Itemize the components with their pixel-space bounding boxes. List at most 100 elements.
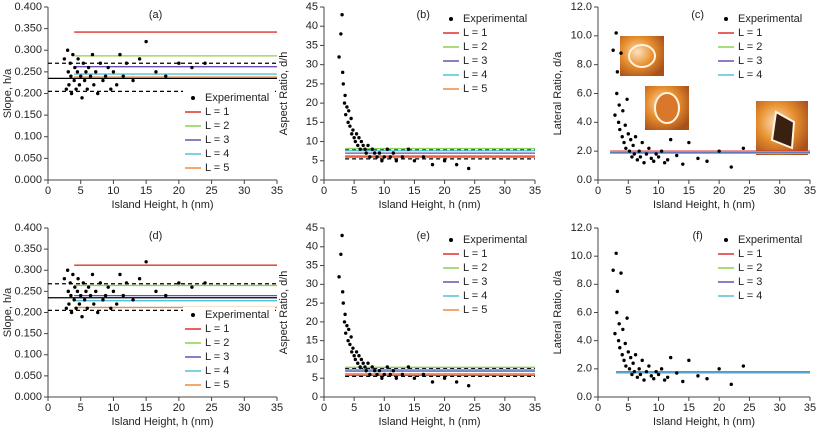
data-point bbox=[644, 369, 649, 374]
data-point bbox=[62, 57, 67, 61]
data-point bbox=[75, 289, 80, 294]
x-tick-label: 5 bbox=[351, 402, 357, 414]
x-tick-label: 0 bbox=[45, 402, 51, 414]
y-tick-label: 10 bbox=[306, 135, 318, 147]
x-tick-label: 20 bbox=[438, 185, 450, 197]
data-point bbox=[101, 298, 105, 302]
y-tick-label: 25 bbox=[306, 297, 318, 309]
legend-label: L = 1 bbox=[463, 248, 487, 260]
data-point bbox=[347, 327, 351, 332]
x-axis-title: Island Height, h (nm) bbox=[111, 199, 213, 211]
data-point bbox=[342, 320, 347, 324]
data-point bbox=[370, 365, 374, 369]
data-point bbox=[623, 123, 627, 127]
data-point bbox=[385, 147, 389, 151]
data-point bbox=[366, 361, 370, 365]
data-point bbox=[619, 271, 623, 275]
data-point bbox=[348, 124, 352, 128]
afm-feature bbox=[628, 44, 656, 68]
data-point bbox=[94, 289, 98, 294]
data-point bbox=[625, 97, 629, 101]
data-point bbox=[343, 312, 347, 317]
data-point bbox=[115, 302, 119, 306]
data-point bbox=[632, 369, 637, 374]
y-tick-label: 0.050 bbox=[14, 152, 42, 164]
data-point bbox=[164, 74, 168, 78]
data-point bbox=[619, 51, 623, 55]
y-tick-label: 0.300 bbox=[14, 264, 42, 276]
y-tick-label: 20 bbox=[306, 97, 318, 109]
data-point bbox=[77, 302, 82, 306]
data-point bbox=[400, 372, 405, 377]
legend-label: L = 2 bbox=[463, 41, 487, 53]
data-point bbox=[337, 275, 341, 279]
data-point bbox=[388, 372, 393, 377]
data-point bbox=[111, 289, 116, 294]
y-axis-title: Lateral Ratio, d/a bbox=[552, 270, 564, 355]
data-point bbox=[363, 365, 367, 369]
legend-symbol bbox=[724, 17, 728, 21]
data-point bbox=[635, 158, 640, 162]
data-point bbox=[668, 355, 673, 360]
x-tick-label: 35 bbox=[271, 185, 283, 197]
legend-label: L = 1 bbox=[205, 323, 229, 335]
data-point bbox=[85, 87, 89, 91]
data-point bbox=[131, 298, 135, 302]
data-point bbox=[73, 285, 77, 289]
data-point bbox=[615, 70, 620, 74]
x-tick-label: 10 bbox=[107, 402, 119, 414]
x-tick-label: 20 bbox=[713, 402, 725, 414]
data-point bbox=[629, 355, 633, 360]
y-axis-title: Lateral Ratio, d/a bbox=[552, 51, 564, 136]
x-tick-label: 10 bbox=[652, 402, 664, 414]
data-point bbox=[358, 365, 362, 369]
x-axis-title: Island Height, h (nm) bbox=[111, 416, 213, 428]
data-point bbox=[640, 140, 644, 145]
data-point bbox=[442, 159, 447, 163]
x-axis-title: Island Height, h (nm) bbox=[378, 199, 480, 211]
data-point bbox=[103, 74, 108, 78]
data-point bbox=[622, 140, 626, 145]
legend-symbol bbox=[191, 96, 195, 100]
data-point bbox=[364, 151, 368, 155]
data-point bbox=[705, 376, 709, 381]
panel: 0.000 0.050 0.100 0.150 0.200 0.250 0.300 0.350… bbox=[2, 222, 283, 428]
x-tick-label: 5 bbox=[625, 402, 631, 414]
x-tick-label: 15 bbox=[140, 185, 152, 197]
data-point bbox=[359, 357, 364, 362]
y-tick-label: 6.0 bbox=[577, 87, 592, 99]
data-point bbox=[354, 350, 359, 354]
data-point bbox=[345, 323, 349, 328]
data-point bbox=[611, 48, 615, 52]
legend-label: L = 5 bbox=[205, 162, 229, 174]
data-point bbox=[421, 372, 426, 377]
data-point bbox=[96, 91, 100, 96]
data-point bbox=[406, 147, 411, 151]
y-tick-label: 12.0 bbox=[571, 1, 592, 13]
data-point bbox=[614, 31, 618, 35]
data-point bbox=[394, 159, 399, 163]
panel-label: (a) bbox=[149, 9, 162, 21]
data-point bbox=[656, 372, 661, 377]
data-point bbox=[337, 55, 341, 59]
points bbox=[337, 12, 471, 171]
x-tick-label: 30 bbox=[499, 402, 511, 414]
data-point bbox=[614, 251, 618, 256]
data-point bbox=[687, 140, 691, 145]
data-point bbox=[106, 285, 110, 289]
data-point bbox=[124, 61, 129, 65]
data-point bbox=[354, 132, 359, 136]
y-tick-label: 0.100 bbox=[14, 131, 42, 143]
data-point bbox=[368, 372, 372, 377]
y-tick-label: 0 bbox=[312, 391, 318, 403]
y-tick-label: 6.0 bbox=[577, 306, 592, 318]
legend-label: L = 2 bbox=[463, 262, 487, 274]
y-tick-label: 45 bbox=[306, 1, 318, 13]
data-point bbox=[72, 298, 76, 302]
data-point bbox=[696, 156, 700, 161]
y-tick-label: 30 bbox=[306, 59, 318, 71]
data-point bbox=[137, 277, 142, 281]
data-point bbox=[74, 87, 78, 91]
data-point bbox=[681, 162, 685, 166]
data-point bbox=[352, 136, 356, 140]
